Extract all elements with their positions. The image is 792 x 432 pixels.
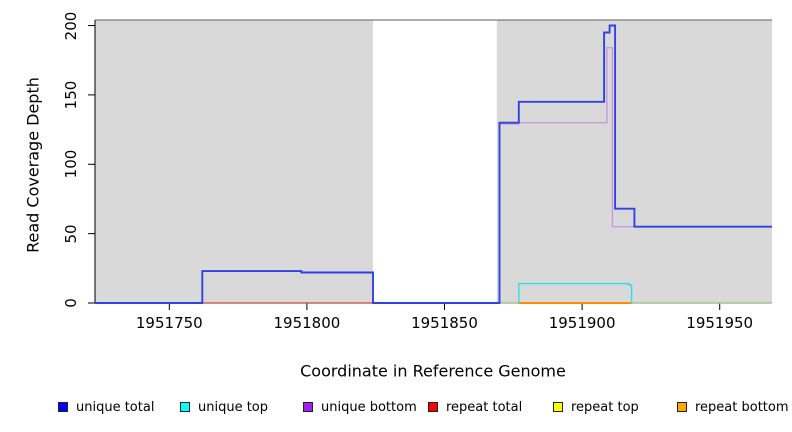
legend-item-repeat-bottom: repeat bottom (677, 398, 789, 416)
x-tick-label: 1951850 (411, 314, 478, 332)
repeat-total-swatch-icon (428, 402, 438, 412)
background-band (95, 20, 373, 303)
legend-label: repeat top (571, 399, 639, 415)
legend-item-unique-bottom: unique bottom (303, 398, 417, 416)
y-tick-label: 200 (62, 11, 80, 40)
repeat-top-swatch-icon (553, 402, 563, 412)
legend-item-unique-top: unique top (180, 398, 268, 416)
unique-top-swatch-icon (180, 402, 190, 412)
legend-item-unique-total: unique total (58, 398, 154, 416)
legend-label: repeat total (446, 399, 523, 415)
background-band (496, 20, 772, 303)
x-tick-label: 1951900 (548, 314, 616, 332)
x-axis-title: Coordinate in Reference Genome (300, 361, 566, 381)
series-unique-bottom (498, 47, 772, 303)
series-unique-top (518, 282, 633, 303)
x-tick-label: 1951750 (135, 314, 203, 332)
x-tick-label: 1951800 (273, 314, 341, 332)
repeat-bottom-swatch-icon (677, 402, 687, 412)
legend-label: unique bottom (321, 399, 417, 415)
legend-label: unique top (198, 399, 269, 415)
unique-bottom-swatch-icon (303, 402, 313, 412)
y-tick-label: 100 (62, 149, 80, 179)
legend-label: repeat bottom (695, 399, 789, 415)
background-band (372, 20, 497, 303)
legend-item-repeat-top: repeat top (553, 398, 639, 416)
series-unique-total (95, 24, 772, 304)
legend-item-repeat-total: repeat total (428, 398, 522, 416)
y-tick-label: 50 (62, 224, 80, 244)
x-tick-label: 1951950 (686, 314, 754, 332)
y-tick-label: 150 (62, 80, 80, 110)
legend: unique total unique top unique bottom re… (0, 398, 792, 420)
legend-label: unique total (76, 399, 155, 415)
y-axis-title: Read Coverage Depth (23, 77, 43, 253)
unique-total-swatch-icon (58, 402, 68, 412)
y-tick-label: 0 (62, 298, 80, 308)
